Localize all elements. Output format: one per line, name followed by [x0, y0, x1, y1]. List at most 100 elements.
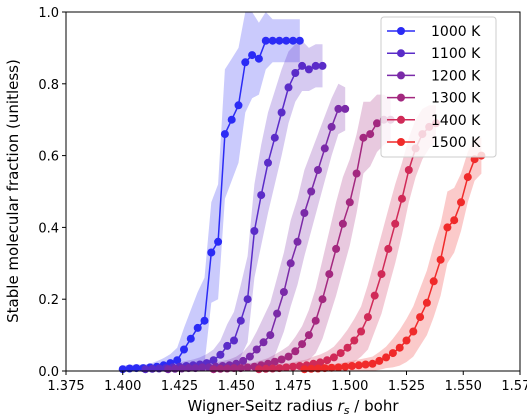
data-point	[184, 364, 193, 373]
data-point	[227, 115, 236, 124]
data-point	[291, 347, 300, 356]
data-point	[273, 309, 282, 318]
data-point	[164, 365, 173, 374]
band-series-1	[122, 12, 300, 371]
data-point	[173, 356, 182, 365]
data-point	[338, 219, 347, 228]
data-point	[241, 58, 250, 67]
data-point	[327, 363, 336, 372]
legend-label: 1300 K	[431, 91, 481, 107]
data-point	[220, 130, 229, 139]
data-point	[348, 362, 356, 370]
data-point	[248, 51, 257, 60]
legend-marker	[397, 115, 405, 124]
data-point	[259, 338, 268, 347]
data-point	[132, 364, 141, 373]
data-point	[230, 336, 238, 345]
data-point	[298, 340, 307, 349]
data-point	[429, 277, 438, 286]
data-point	[239, 356, 248, 365]
data-point	[318, 61, 327, 70]
data-point	[304, 65, 313, 74]
data-point	[266, 331, 275, 340]
data-point	[284, 352, 293, 361]
data-point	[436, 255, 445, 264]
data-point	[270, 133, 279, 142]
x-tick-label: 1.500	[331, 379, 368, 394]
x-tick-label: 1.475	[274, 379, 311, 394]
data-point	[295, 36, 304, 45]
data-point	[200, 316, 209, 325]
legend: 1000 K 1100 K 1200 K 1300 K 1400 K 1500 K	[380, 16, 497, 158]
data-point	[320, 144, 329, 153]
band-series-4	[213, 94, 391, 371]
data-point	[325, 270, 334, 279]
data-point	[395, 343, 404, 352]
data-point	[180, 345, 188, 354]
data-point	[404, 166, 413, 174]
data-point	[336, 349, 345, 358]
legend-marker	[397, 138, 405, 146]
x-tick-label: 1.450	[218, 379, 255, 394]
data-point	[373, 119, 381, 128]
data-point	[245, 352, 254, 361]
data-point	[289, 362, 297, 371]
data-point	[332, 244, 341, 253]
legend-box	[380, 16, 497, 158]
data-point	[370, 291, 379, 300]
data-point	[363, 313, 372, 322]
legend-label: 1200 K	[431, 68, 481, 84]
data-point	[409, 327, 418, 336]
y-tick-label: 1.0	[38, 6, 59, 21]
legend-label: 1100 K	[431, 46, 481, 62]
data-point	[254, 54, 263, 63]
data-point	[261, 36, 270, 45]
data-point	[291, 69, 300, 77]
data-point	[345, 198, 354, 207]
data-point	[318, 295, 327, 304]
data-point	[361, 360, 370, 369]
x-tick-label: 1.525	[388, 379, 425, 394]
data-point	[282, 363, 291, 372]
data-point	[223, 341, 232, 350]
data-point	[388, 349, 397, 358]
data-point	[343, 343, 352, 352]
x-tick-label: 1.400	[104, 379, 141, 394]
data-point	[234, 101, 243, 110]
data-point	[236, 364, 245, 373]
data-point	[275, 364, 284, 373]
data-point	[450, 216, 459, 225]
legend-marker	[397, 27, 405, 35]
data-point	[307, 187, 316, 196]
data-point	[284, 83, 293, 92]
data-point	[334, 363, 343, 372]
data-point	[375, 356, 384, 365]
data-point	[148, 364, 157, 373]
legend-marker	[397, 49, 405, 58]
x-axis-label: Wigner-Seitz radius rs / bohr	[188, 397, 400, 417]
band-series-3	[168, 83, 346, 372]
data-point	[257, 191, 266, 200]
data-point	[316, 358, 325, 367]
x-tick-label: 1.575	[501, 379, 527, 394]
data-point	[368, 359, 377, 368]
data-point	[341, 362, 350, 371]
data-point	[352, 169, 361, 178]
legend-label: 1000 K	[431, 24, 481, 40]
data-point	[391, 219, 400, 228]
y-tick-label: 0.8	[38, 78, 59, 93]
data-point	[216, 364, 225, 373]
data-point	[311, 316, 320, 325]
data-point	[422, 298, 431, 307]
data-point	[286, 259, 295, 268]
x-tick-label: 1.425	[161, 379, 198, 394]
data-point	[236, 316, 245, 325]
legend-label: 1500 K	[431, 135, 481, 151]
y-axis-ticks: 0.0 0.2 0.4 0.6 0.8 1.0	[38, 6, 66, 380]
data-point	[270, 357, 279, 366]
data-point	[298, 61, 307, 70]
data-point	[384, 244, 393, 253]
data-point	[207, 248, 216, 257]
y-tick-label: 0.0	[38, 365, 59, 380]
